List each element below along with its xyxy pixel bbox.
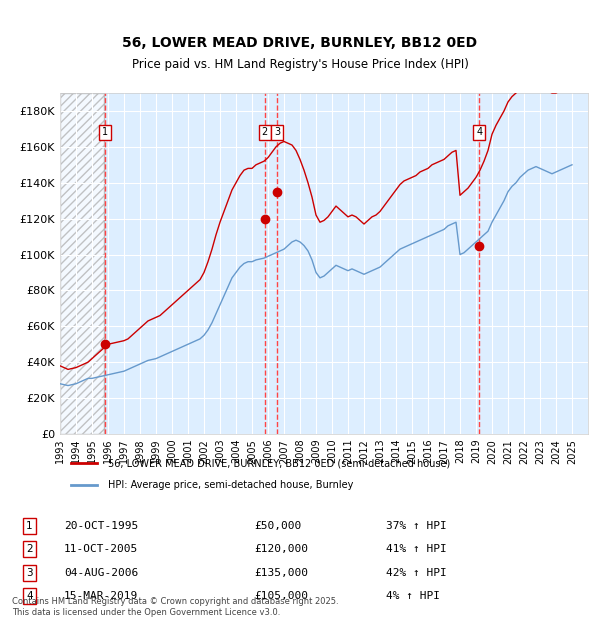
Text: 3: 3 (26, 568, 32, 578)
Text: 1: 1 (101, 128, 108, 138)
Text: 56, LOWER MEAD DRIVE, BURNLEY, BB12 0ED (semi-detached house): 56, LOWER MEAD DRIVE, BURNLEY, BB12 0ED … (107, 458, 450, 468)
Text: 15-MAR-2019: 15-MAR-2019 (64, 591, 138, 601)
Text: 04-AUG-2006: 04-AUG-2006 (64, 568, 138, 578)
Text: £135,000: £135,000 (254, 568, 308, 578)
Text: 56, LOWER MEAD DRIVE, BURNLEY, BB12 0ED: 56, LOWER MEAD DRIVE, BURNLEY, BB12 0ED (122, 35, 478, 50)
Text: 20-OCT-1995: 20-OCT-1995 (64, 521, 138, 531)
Text: 42% ↑ HPI: 42% ↑ HPI (386, 568, 447, 578)
Text: £105,000: £105,000 (254, 591, 308, 601)
Text: 11-OCT-2005: 11-OCT-2005 (64, 544, 138, 554)
Text: Contains HM Land Registry data © Crown copyright and database right 2025.
This d: Contains HM Land Registry data © Crown c… (12, 598, 338, 617)
Text: 1: 1 (26, 521, 32, 531)
Bar (60, 93, 104, 434)
Text: 3: 3 (274, 128, 281, 138)
Text: 4% ↑ HPI: 4% ↑ HPI (386, 591, 440, 601)
Text: £50,000: £50,000 (254, 521, 301, 531)
Text: Price paid vs. HM Land Registry's House Price Index (HPI): Price paid vs. HM Land Registry's House … (131, 58, 469, 71)
Text: 41% ↑ HPI: 41% ↑ HPI (386, 544, 447, 554)
Text: 4: 4 (26, 591, 32, 601)
Text: HPI: Average price, semi-detached house, Burnley: HPI: Average price, semi-detached house,… (107, 480, 353, 490)
Text: 2: 2 (262, 128, 268, 138)
Text: 37% ↑ HPI: 37% ↑ HPI (386, 521, 447, 531)
Text: 4: 4 (476, 128, 482, 138)
Text: £120,000: £120,000 (254, 544, 308, 554)
Text: 2: 2 (26, 544, 32, 554)
